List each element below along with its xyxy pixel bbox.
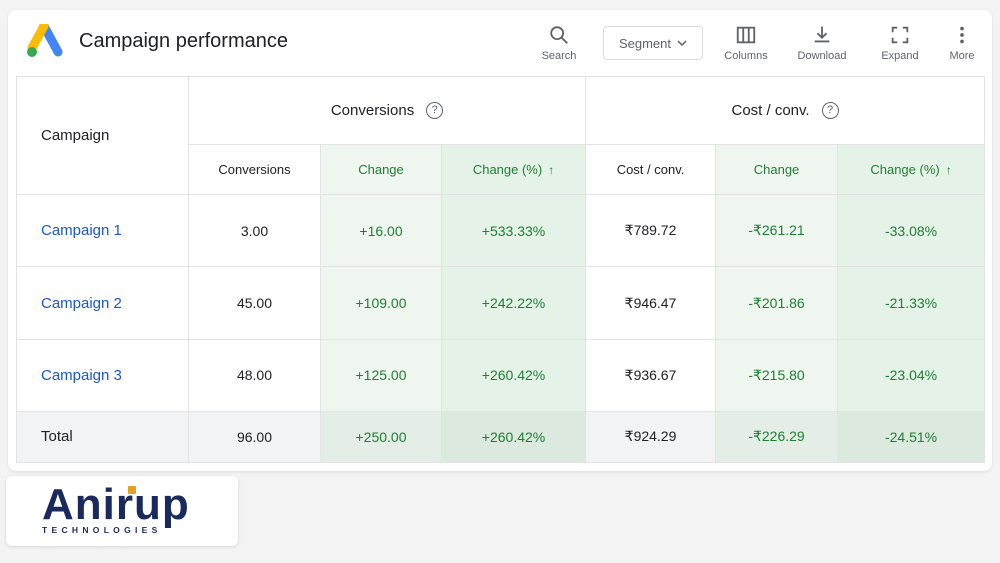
expand-button[interactable]: Expand: [874, 24, 926, 62]
total-row: Total 96.00 +250.00 +260.42% ₹924.29 -₹2…: [16, 410, 986, 464]
search-icon: [550, 26, 568, 44]
column-header-conv-change-pct[interactable]: Change (%) ↑: [440, 144, 587, 196]
expand-label: Expand: [881, 50, 919, 62]
columns-icon: [736, 26, 756, 44]
cost-change-cell: -₹261.21: [715, 194, 839, 268]
chevron-down-icon: [677, 40, 687, 46]
campaign-column-header[interactable]: Campaign: [16, 75, 189, 196]
page-title: Campaign performance: [79, 30, 288, 52]
google-ads-logo-icon: [27, 24, 63, 57]
column-header-cost-change-pct[interactable]: Change (%) ↑: [837, 144, 986, 196]
card-header: Campaign performance Search Segment Colu…: [8, 10, 992, 76]
column-header-cost-change[interactable]: Change: [715, 144, 839, 196]
download-label: Download: [797, 50, 847, 62]
campaign-performance-card: Campaign performance Search Segment Colu…: [8, 10, 992, 471]
campaign-link[interactable]: Campaign 3: [16, 338, 189, 412]
expand-icon: [891, 26, 909, 44]
cost-per-conv-group-header: Cost / conv.?: [585, 75, 986, 146]
cost-change-cell: -₹215.80: [715, 338, 839, 412]
conv-change-pct-cell: +533.33%: [440, 194, 587, 268]
column-header-conversions[interactable]: Conversions: [188, 144, 321, 196]
brand-accent-dot: [128, 486, 136, 494]
help-icon[interactable]: ?: [426, 102, 444, 120]
campaign-performance-table: Campaign Conversions? Cost / conv.? Conv…: [16, 75, 986, 464]
column-header-label: Change (%): [870, 162, 940, 178]
cost-change-cell: -₹201.86: [715, 266, 839, 340]
group-header-row: Campaign Conversions? Cost / conv.?: [16, 75, 986, 196]
sort-arrow-up-icon: ↑: [548, 163, 555, 178]
conv-change-cell: +16.00: [320, 194, 442, 268]
download-icon: [814, 26, 830, 43]
more-button[interactable]: More: [942, 24, 982, 62]
more-vert-icon: [960, 26, 964, 44]
cost-per-conv-cell: ₹789.72: [585, 194, 717, 268]
conversions-group-header: Conversions?: [187, 75, 587, 146]
download-button[interactable]: Download: [792, 24, 852, 62]
conv-change-pct-cell: +260.42%: [440, 410, 587, 464]
column-header-cost-per-conv[interactable]: Cost / conv.: [585, 144, 717, 196]
conv-change-cell: +250.00: [320, 410, 442, 464]
search-label: Search: [541, 50, 577, 62]
column-header-label: Change (%): [472, 162, 543, 178]
cost-change-pct-cell: -33.08%: [837, 194, 986, 268]
column-header-conv-change[interactable]: Change: [320, 144, 442, 196]
conversions-cell: 48.00: [188, 338, 321, 412]
cost-per-conv-cell: ₹936.67: [585, 338, 717, 412]
cost-change-pct-cell: -24.51%: [837, 410, 986, 464]
campaign-link[interactable]: Campaign 2: [16, 266, 189, 340]
conv-change-pct-cell: +260.42%: [440, 338, 587, 412]
anirup-brand-logo: Anirup TECHNOLOGIES: [6, 476, 238, 546]
table-row: Campaign 2 45.00 +109.00 +242.22% ₹946.4…: [16, 266, 986, 340]
conv-change-pct-cell: +242.22%: [440, 266, 587, 340]
segment-label: Segment: [618, 35, 672, 51]
cost-per-conv-group-label: Cost / conv.: [731, 101, 810, 119]
table-row: Campaign 1 3.00 +16.00 +533.33% ₹789.72 …: [16, 194, 986, 268]
cost-change-pct-cell: -23.04%: [837, 338, 986, 412]
columns-label: Columns: [724, 50, 768, 62]
conv-change-cell: +109.00: [320, 266, 442, 340]
table-row: Campaign 3 48.00 +125.00 +260.42% ₹936.6…: [16, 338, 986, 412]
cost-per-conv-cell: ₹924.29: [585, 410, 717, 464]
cost-change-pct-cell: -21.33%: [837, 266, 986, 340]
more-label: More: [949, 50, 975, 62]
segment-dropdown[interactable]: Segment: [603, 26, 703, 60]
cost-per-conv-cell: ₹946.47: [585, 266, 717, 340]
campaign-link[interactable]: Campaign 1: [16, 194, 189, 268]
conversions-cell: 96.00: [188, 410, 321, 464]
brand-subtitle: TECHNOLOGIES: [42, 525, 162, 535]
search-button[interactable]: Search: [536, 24, 582, 62]
brand-name: Anirup: [42, 480, 190, 529]
total-label: Total: [16, 410, 189, 464]
conv-change-cell: +125.00: [320, 338, 442, 412]
conversions-group-label: Conversions: [330, 101, 415, 119]
cost-change-cell: -₹226.29: [715, 410, 839, 464]
conversions-cell: 45.00: [188, 266, 321, 340]
columns-button[interactable]: Columns: [720, 24, 772, 62]
conversions-cell: 3.00: [188, 194, 321, 268]
column-header-row: Conversions Change Change (%) ↑ Cost / co…: [17, 144, 986, 196]
help-icon[interactable]: ?: [821, 102, 839, 120]
sort-arrow-up-icon: ↑: [945, 163, 952, 178]
